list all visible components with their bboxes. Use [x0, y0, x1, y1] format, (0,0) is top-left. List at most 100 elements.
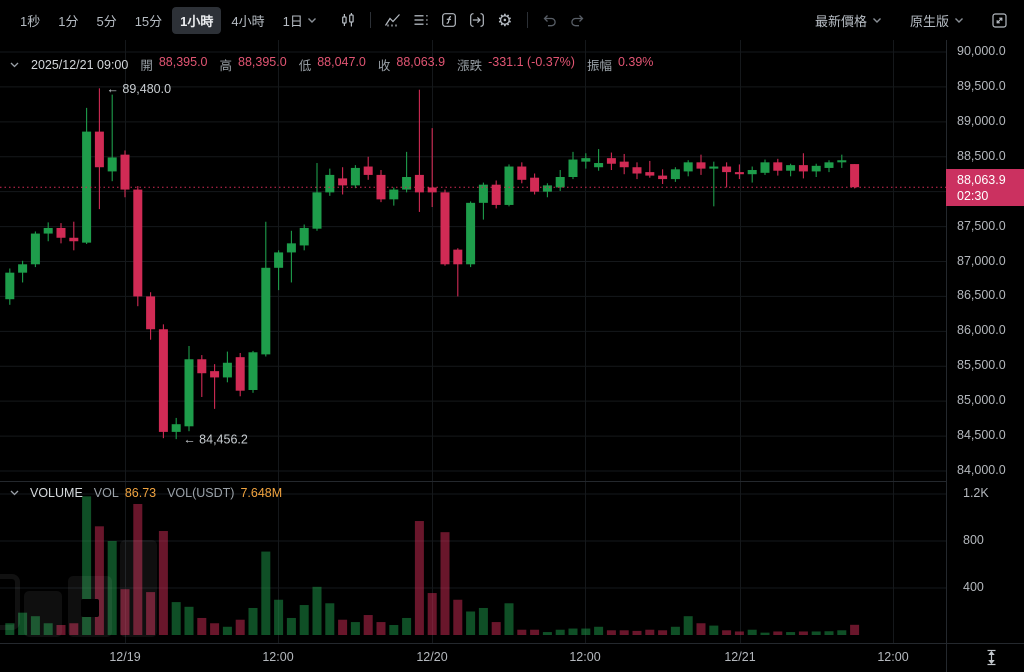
undo-icon — [541, 12, 558, 28]
price-tick-label: 90,000.0 — [957, 44, 1006, 58]
candle-body — [222, 362, 232, 378]
candle-body — [363, 166, 373, 175]
price-tick-label: 87,000.0 — [957, 253, 1006, 268]
toolbar-right: 最新價格 原生版 — [809, 7, 1012, 33]
chart-version-dropdown[interactable]: 原生版 — [904, 10, 970, 31]
volume-bar — [197, 617, 207, 635]
timeframe-5m[interactable]: 5分 — [88, 7, 124, 34]
timeframe-4h[interactable]: 4小時 — [223, 7, 272, 34]
volume-tick-label: 400 — [963, 580, 984, 594]
candle-body — [747, 170, 757, 175]
volume-bar — [542, 632, 552, 635]
time-axis[interactable]: 12/19 12:00 12/20 12:00 12/21 12:00 — [0, 643, 946, 672]
chevron-down-icon — [307, 17, 317, 24]
price-tick-label: 85,000.0 — [957, 393, 1006, 408]
price-volume-chart[interactable]: ← 89,480.0 ← 84,456.2 — [0, 40, 1024, 672]
volume-bar — [363, 615, 373, 635]
timeframe-1s[interactable]: 1秒 — [12, 7, 48, 34]
current-price-badge: 88,063.9 02:30 — [946, 169, 1024, 207]
time-tick-label: 12:00 — [569, 650, 601, 664]
collapse-ohlc-icon[interactable] — [10, 62, 19, 68]
price-axis[interactable]: 90,000.089,500.089,000.088,500.088,000.0… — [946, 40, 1024, 643]
candle-body — [850, 164, 860, 188]
volume-bar — [786, 632, 796, 635]
volume-bar — [82, 496, 92, 635]
volume-bar — [811, 631, 821, 635]
current-price: 88,063.9 — [957, 172, 1006, 187]
fullscreen-button[interactable] — [986, 7, 1012, 33]
candle-body — [197, 359, 207, 374]
chart-type-button[interactable] — [335, 7, 361, 33]
timeframe-more-button[interactable]: 1日 — [275, 7, 325, 34]
candle-body — [453, 249, 463, 265]
volume-bar — [286, 617, 296, 635]
candle-body — [683, 162, 693, 172]
volume-bar — [709, 625, 719, 635]
candle-body — [43, 227, 53, 234]
candle-body — [734, 172, 744, 175]
undo-button[interactable] — [537, 7, 563, 33]
volume-bar — [478, 607, 488, 635]
volume-bar — [222, 626, 232, 635]
volume-bar — [69, 623, 79, 635]
gear-icon: ⚙︎ — [497, 10, 513, 30]
price-mode-dropdown[interactable]: 最新價格 — [809, 10, 888, 31]
price-tick-label: 84,000.0 — [957, 463, 1006, 477]
volume-bar — [747, 629, 757, 635]
candle-body — [427, 187, 437, 193]
volume-bar — [338, 619, 348, 635]
candle-body — [389, 189, 399, 200]
volume-bar — [43, 623, 53, 635]
low-price-annotation: ← 84,456.2 — [183, 433, 248, 447]
volume-bar — [530, 629, 540, 635]
volume-bar — [94, 526, 104, 635]
candle-body — [619, 161, 629, 168]
timeframe-15m[interactable]: 15分 — [127, 7, 170, 34]
volume-bar — [581, 628, 591, 635]
volume-bar — [837, 630, 847, 635]
price-tick-label: 86,000.0 — [957, 323, 1006, 338]
candle-body — [670, 169, 680, 180]
candle-body — [581, 158, 591, 162]
redo-button[interactable] — [565, 7, 591, 33]
indicators-button[interactable] — [380, 7, 406, 33]
candle-body — [350, 167, 360, 186]
volume-bar — [594, 626, 604, 635]
candle-body — [171, 424, 181, 432]
toolbar-separator — [526, 12, 528, 28]
pane-resize-icon[interactable] — [980, 646, 1002, 668]
candle-body — [274, 252, 284, 268]
volume-bar — [184, 606, 194, 635]
volume-bar — [133, 503, 143, 635]
time-tick-label: 12/20 — [416, 650, 448, 664]
candle-body — [760, 162, 770, 173]
price-tick-label: 85,500.0 — [957, 358, 1006, 373]
volume-tick-label: 1.2K — [963, 486, 989, 500]
candle-body — [107, 157, 117, 172]
price-tick-label: 84,500.0 — [957, 428, 1006, 443]
settings-button[interactable]: ⚙︎ — [492, 7, 518, 33]
indicator-settings-button[interactable] — [408, 7, 434, 33]
timeframe-1m[interactable]: 1分 — [50, 7, 86, 34]
candle-body — [235, 357, 245, 391]
candle-body — [402, 177, 412, 190]
collapse-volume-icon[interactable] — [10, 490, 19, 496]
list-settings-icon — [413, 12, 429, 28]
volume-bar — [645, 629, 655, 635]
chevron-down-icon — [872, 17, 882, 24]
candle-body — [798, 165, 808, 172]
volume-bar — [248, 607, 258, 635]
compare-box-icon — [469, 12, 485, 28]
compare-button[interactable] — [464, 7, 490, 33]
chart-version-label: 原生版 — [909, 13, 949, 29]
candle-body — [632, 167, 642, 174]
price-tick-label: 87,500.0 — [957, 218, 1006, 233]
candle-body — [811, 165, 821, 172]
timeframe-1h[interactable]: 1小時 — [172, 6, 222, 34]
formula-button[interactable] — [436, 7, 462, 33]
candle-body — [555, 177, 565, 188]
candle-body — [696, 162, 706, 169]
candle-body — [312, 192, 322, 229]
candle-body — [773, 162, 783, 171]
